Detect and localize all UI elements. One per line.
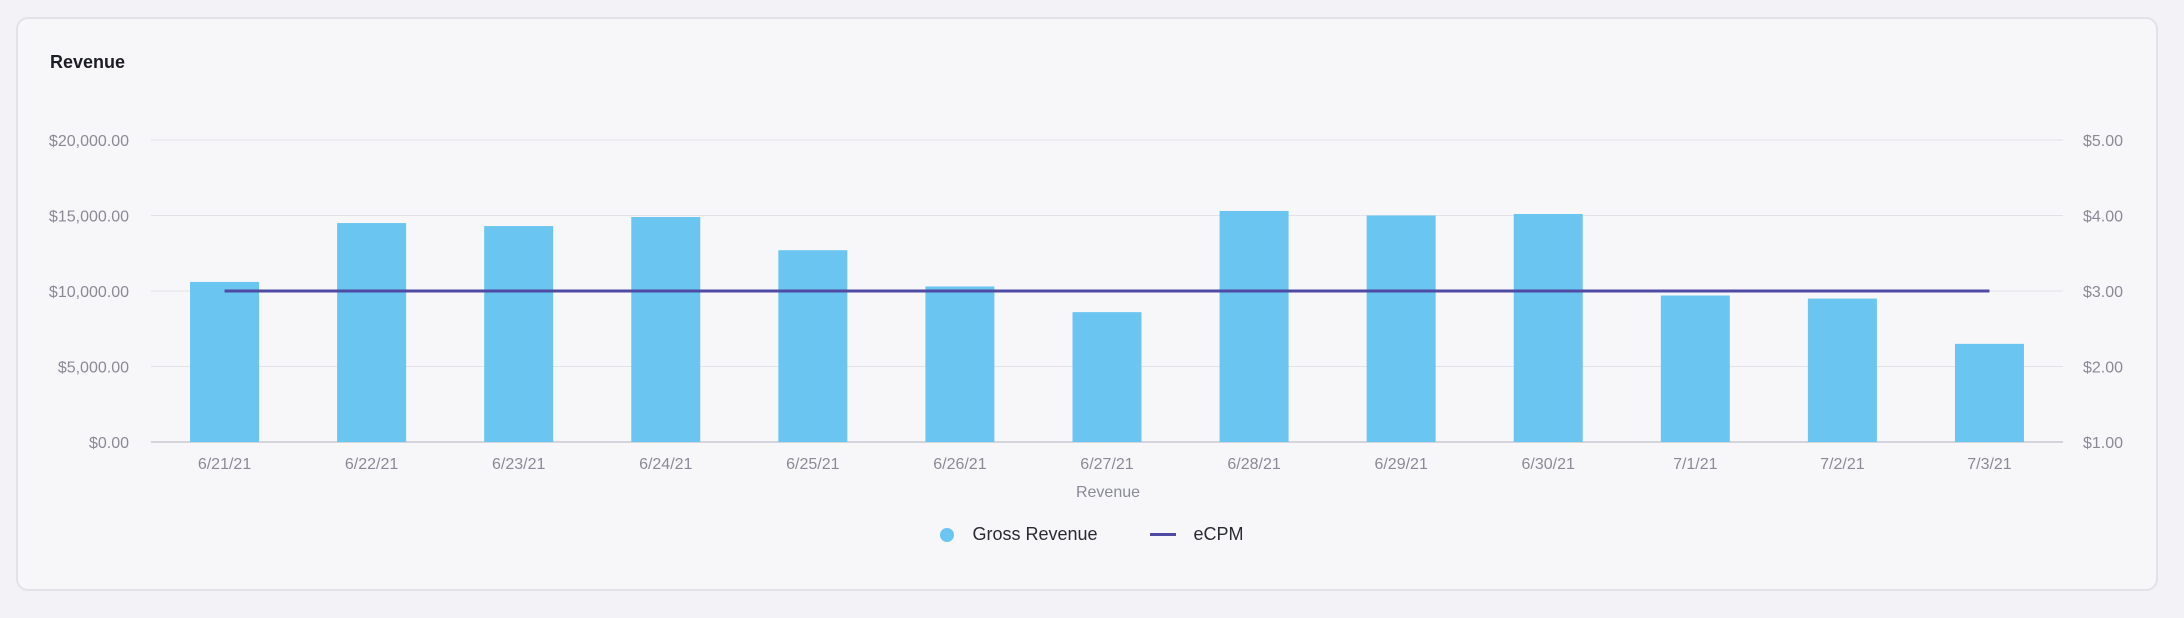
- x-tick-label: 6/30/21: [1522, 456, 1575, 473]
- x-tick-label: 6/27/21: [1080, 456, 1133, 473]
- x-tick-label: 6/28/21: [1227, 456, 1280, 473]
- right-tick-label: $5.00: [2083, 133, 2123, 150]
- x-tick-label: 6/22/21: [345, 456, 398, 473]
- legend-label: Gross Revenue: [972, 524, 1098, 544]
- right-tick-label: $2.00: [2083, 360, 2123, 377]
- legend-line-icon: [1149, 533, 1176, 536]
- x-tick-label: 6/24/21: [639, 456, 692, 473]
- bar-gross-revenue[interactable]: [631, 217, 701, 442]
- right-tick-label: $4.00: [2083, 209, 2123, 226]
- bar-gross-revenue[interactable]: [1072, 312, 1142, 442]
- left-tick-label: $20,000.00: [49, 133, 129, 150]
- bar-gross-revenue[interactable]: [1660, 295, 1730, 442]
- bar-gross-revenue[interactable]: [1954, 343, 2024, 442]
- bars: [190, 210, 2024, 443]
- x-axis: 6/21/21 6/22/21 6/23/21 6/24/21 6/25/21 6/26/…: [198, 456, 2012, 473]
- legend-item-gross-revenue[interactable]: Gross Revenue: [940, 524, 1098, 545]
- bar-gross-revenue[interactable]: [1807, 298, 1877, 442]
- x-tick-label: 7/3/21: [1967, 456, 2012, 473]
- left-tick-label: $10,000.00: [49, 284, 129, 301]
- bar-gross-revenue[interactable]: [337, 223, 407, 442]
- right-tick-label: $3.00: [2083, 284, 2123, 301]
- card-title: Revenue: [50, 52, 126, 72]
- x-tick-label: 6/29/21: [1374, 456, 1427, 473]
- bar-gross-revenue[interactable]: [190, 281, 260, 442]
- bar-gross-revenue[interactable]: [1366, 215, 1436, 443]
- bar-gross-revenue[interactable]: [484, 226, 554, 442]
- x-tick-label: 7/1/21: [1673, 456, 1718, 473]
- legend-label: eCPM: [1193, 524, 1244, 544]
- x-tick-label: 6/25/21: [786, 456, 839, 473]
- x-tick-label: 6/23/21: [492, 456, 545, 473]
- legend: Gross Revenue eCPM: [0, 524, 2184, 545]
- bar-gross-revenue[interactable]: [1513, 213, 1583, 442]
- right-tick-label: $1.00: [2083, 435, 2123, 452]
- left-tick-label: $5,000.00: [58, 360, 129, 377]
- left-axis: $0.00 $5,000.00 $10,000.00 $15,000.00 $20,00…: [49, 133, 129, 452]
- x-tick-label: 6/21/21: [198, 456, 251, 473]
- x-axis-title: Revenue: [1076, 484, 1140, 501]
- right-axis: $1.00 $2.00 $3.00 $4.00 $5.00: [2083, 133, 2123, 452]
- bar-gross-revenue[interactable]: [925, 286, 995, 442]
- x-tick-label: 6/26/21: [933, 456, 986, 473]
- left-tick-label: $15,000.00: [49, 209, 129, 226]
- left-tick-label: $0.00: [89, 435, 129, 452]
- legend-item-ecpm[interactable]: eCPM: [1149, 524, 1244, 545]
- legend-circle-icon: [940, 527, 955, 542]
- bar-gross-revenue[interactable]: [1219, 210, 1289, 442]
- x-tick-label: 7/2/21: [1820, 456, 1865, 473]
- bar-gross-revenue[interactable]: [778, 250, 848, 442]
